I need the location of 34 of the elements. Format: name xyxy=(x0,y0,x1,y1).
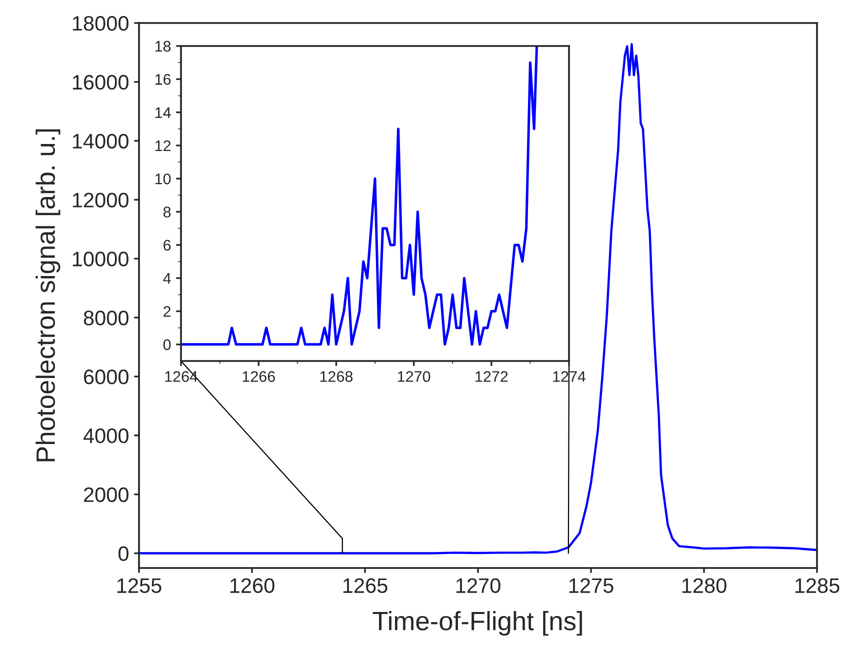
y-tick-label: 4 xyxy=(163,273,171,284)
x-axis-title: Time-of-Flight [ns] xyxy=(372,611,582,636)
y-tick-label: 14 xyxy=(155,107,171,118)
y-tick-label: 14000 xyxy=(72,134,128,149)
x-tick-label: 1268 xyxy=(320,371,353,382)
y-tick-label: 18 xyxy=(155,40,171,52)
x-tick-label: 1280 xyxy=(682,578,726,594)
x-tick-label: 1260 xyxy=(230,578,274,594)
y-tick-label: 18000 xyxy=(72,16,128,31)
x-tick-label: 1275 xyxy=(569,578,614,594)
x-tick-label: 1270 xyxy=(456,578,500,594)
x-tick-label: 1285 xyxy=(795,578,840,594)
y-tick-label: 8 xyxy=(163,206,171,218)
y-tick-label: 10 xyxy=(155,174,171,184)
y-tick-label: 6000 xyxy=(84,370,128,384)
x-tick-label: 1265 xyxy=(343,578,388,594)
x-tick-label: 1272 xyxy=(476,371,508,382)
y-tick-label: 6 xyxy=(164,240,171,251)
y-tick-label: 12000 xyxy=(72,192,128,208)
y-tick-label: 0 xyxy=(163,339,171,350)
y-axis-title: Photoelectron signal [arb. u.] xyxy=(36,129,60,462)
x-tick-label: 1270 xyxy=(398,371,430,382)
y-tick-label: 10000 xyxy=(72,252,128,266)
y-tick-label: 2 xyxy=(164,306,171,317)
y-tick-label: 16 xyxy=(155,74,171,85)
y-tick-label: 0 xyxy=(118,546,128,562)
y-tick-label: 12 xyxy=(155,140,171,152)
y-tick-label: 16000 xyxy=(72,74,128,90)
y-tick-label: 8000 xyxy=(84,310,128,326)
y-tick-label: 4000 xyxy=(83,428,128,444)
y-tick-label: 2000 xyxy=(84,487,128,502)
x-tick-label: 1266 xyxy=(242,371,275,382)
x-tick-label: 1255 xyxy=(117,578,162,594)
line-series xyxy=(181,46,538,346)
